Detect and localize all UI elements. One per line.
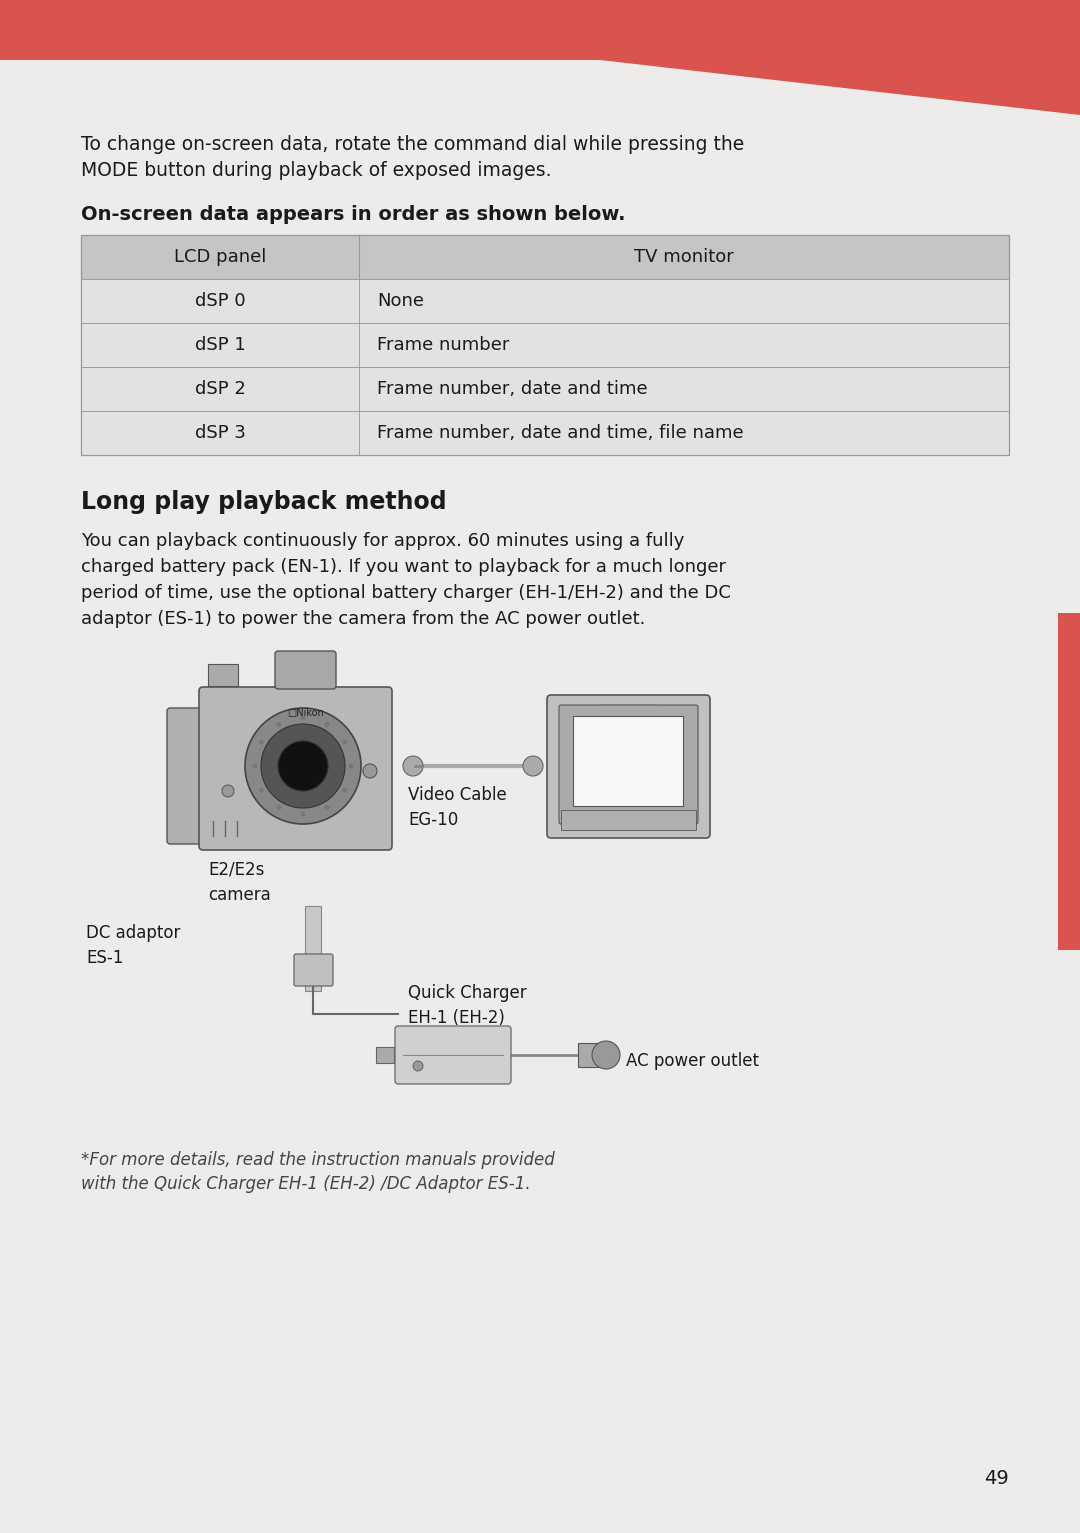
FancyBboxPatch shape bbox=[395, 1026, 511, 1084]
Circle shape bbox=[276, 805, 282, 809]
Text: Frame number, date and time, file name: Frame number, date and time, file name bbox=[377, 425, 744, 442]
Text: TV monitor: TV monitor bbox=[582, 704, 674, 722]
Bar bbox=[81, 279, 1009, 323]
Text: DC adaptor
ES-1: DC adaptor ES-1 bbox=[86, 924, 180, 967]
Bar bbox=[376, 1047, 394, 1062]
Text: Frame number, date and time: Frame number, date and time bbox=[377, 380, 648, 399]
Text: To change on-screen data, rotate the command dial while pressing the: To change on-screen data, rotate the com… bbox=[81, 135, 744, 153]
Text: with the Quick Charger EH-1 (EH-2) /DC Adaptor ES-1.: with the Quick Charger EH-1 (EH-2) /DC A… bbox=[81, 1174, 530, 1193]
Text: dSP 2: dSP 2 bbox=[194, 380, 245, 399]
Bar bbox=[81, 411, 1009, 455]
Text: □Nikon: □Nikon bbox=[286, 708, 323, 717]
FancyBboxPatch shape bbox=[275, 652, 336, 688]
Circle shape bbox=[259, 739, 264, 745]
Text: dSP 3: dSP 3 bbox=[194, 425, 245, 442]
Circle shape bbox=[324, 805, 329, 809]
Text: TV monitor: TV monitor bbox=[634, 248, 734, 267]
Text: dSP 1: dSP 1 bbox=[194, 336, 245, 354]
Text: AC power outlet: AC power outlet bbox=[626, 1052, 759, 1070]
Circle shape bbox=[592, 1041, 620, 1069]
Text: Video Cable
EG-10: Video Cable EG-10 bbox=[408, 786, 507, 829]
Circle shape bbox=[261, 724, 345, 808]
Bar bbox=[81, 323, 1009, 366]
Text: adaptor (ES-1) to power the camera from the AC power outlet.: adaptor (ES-1) to power the camera from … bbox=[81, 610, 646, 629]
Circle shape bbox=[349, 763, 353, 768]
FancyBboxPatch shape bbox=[167, 708, 211, 845]
Circle shape bbox=[363, 763, 377, 779]
Circle shape bbox=[300, 811, 306, 817]
Circle shape bbox=[245, 708, 361, 825]
Circle shape bbox=[253, 763, 257, 768]
FancyBboxPatch shape bbox=[199, 687, 392, 849]
FancyBboxPatch shape bbox=[559, 705, 698, 825]
Bar bbox=[573, 716, 683, 806]
Bar bbox=[81, 366, 1009, 411]
Text: On-screen data appears in order as shown below.: On-screen data appears in order as shown… bbox=[81, 205, 625, 224]
Text: 49: 49 bbox=[984, 1469, 1009, 1489]
Text: charged battery pack (EN-1). If you want to playback for a much longer: charged battery pack (EN-1). If you want… bbox=[81, 558, 726, 576]
Bar bbox=[610, 713, 646, 730]
Text: Long play playback method: Long play playback method bbox=[81, 491, 447, 514]
FancyBboxPatch shape bbox=[294, 954, 333, 986]
Circle shape bbox=[300, 716, 306, 721]
Bar bbox=[305, 906, 321, 990]
Text: *For more details, read the instruction manuals provided: *For more details, read the instruction … bbox=[81, 1151, 555, 1170]
Bar bbox=[598, 705, 658, 717]
Circle shape bbox=[259, 788, 264, 793]
Text: E2/E2s
camera: E2/E2s camera bbox=[208, 862, 271, 904]
Polygon shape bbox=[0, 0, 1080, 115]
Circle shape bbox=[342, 788, 347, 793]
Bar bbox=[81, 235, 1009, 279]
Bar bbox=[578, 1042, 598, 1067]
Circle shape bbox=[222, 785, 234, 797]
Text: period of time, use the optional battery charger (EH-1/EH-2) and the DC: period of time, use the optional battery… bbox=[81, 584, 731, 602]
Bar bbox=[561, 809, 696, 829]
Circle shape bbox=[276, 722, 282, 727]
Bar bbox=[1058, 613, 1080, 950]
Circle shape bbox=[523, 756, 543, 776]
Bar bbox=[81, 235, 1009, 455]
Circle shape bbox=[342, 739, 347, 745]
Circle shape bbox=[278, 740, 328, 791]
Text: Frame number: Frame number bbox=[377, 336, 510, 354]
FancyBboxPatch shape bbox=[546, 694, 710, 839]
Circle shape bbox=[403, 756, 423, 776]
Text: You can playback continuously for approx. 60 minutes using a fully: You can playback continuously for approx… bbox=[81, 532, 685, 550]
Text: None: None bbox=[377, 291, 424, 310]
Bar bbox=[208, 664, 238, 685]
Text: LCD panel: LCD panel bbox=[174, 248, 266, 267]
Text: dSP 0: dSP 0 bbox=[194, 291, 245, 310]
Circle shape bbox=[324, 722, 329, 727]
Circle shape bbox=[413, 1061, 423, 1072]
Text: MODE button during playback of exposed images.: MODE button during playback of exposed i… bbox=[81, 161, 552, 179]
Text: Quick Charger
EH-1 (EH-2): Quick Charger EH-1 (EH-2) bbox=[408, 984, 527, 1027]
